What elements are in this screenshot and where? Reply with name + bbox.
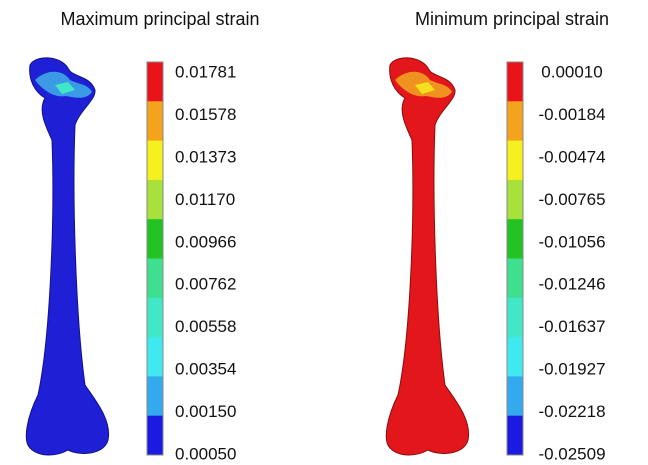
legend-band [147, 62, 163, 102]
legend-band [507, 141, 523, 181]
panel-title: Maximum principal strain [60, 9, 259, 29]
legend-band [147, 101, 163, 141]
legend-band [507, 101, 523, 141]
legend-band [147, 416, 163, 456]
figure: Maximum principal strain Minimum princip… [0, 0, 648, 465]
legend-label: -0.01637 [538, 317, 605, 336]
femur-min [386, 58, 468, 455]
legend-label: 0.01578 [175, 105, 236, 124]
legend-label: 0.00354 [175, 360, 236, 379]
legend-band [147, 337, 163, 377]
legend-label: -0.00765 [538, 190, 605, 209]
legend-label: -0.00474 [538, 147, 605, 166]
legend-label: -0.02509 [538, 444, 605, 463]
legend-band [507, 416, 523, 456]
legend-label: -0.01927 [538, 360, 605, 379]
legend-band [507, 259, 523, 299]
legend-band [507, 219, 523, 259]
legend-label: 0.01781 [175, 62, 236, 81]
legend-band [147, 376, 163, 416]
legend-label: 0.00150 [175, 402, 236, 421]
legend-band [507, 376, 523, 416]
legend-label: -0.02218 [538, 402, 605, 421]
legend-band [507, 337, 523, 377]
legend-label: -0.01246 [538, 275, 605, 294]
legend-band [147, 219, 163, 259]
legend-label: -0.00184 [538, 105, 605, 124]
legend-label: 0.00762 [175, 275, 236, 294]
legend-label: 0.01170 [175, 190, 235, 209]
legend-label: 0.00050 [175, 444, 236, 463]
legend-band [507, 180, 523, 220]
femur-max [26, 58, 108, 455]
legend-label: -0.01056 [538, 232, 605, 251]
legend-band [147, 259, 163, 299]
legend-label: 0.00966 [175, 232, 236, 251]
legend-band [147, 180, 163, 220]
legend-band [507, 298, 523, 338]
legend-band [147, 298, 163, 338]
panel-title: Minimum principal strain [415, 9, 609, 29]
legend-label: 0.01373 [175, 147, 236, 166]
legend-band [147, 141, 163, 181]
legend-label: 0.00558 [175, 317, 236, 336]
legend-label: 0.00010 [541, 62, 602, 81]
legend-band [507, 62, 523, 102]
